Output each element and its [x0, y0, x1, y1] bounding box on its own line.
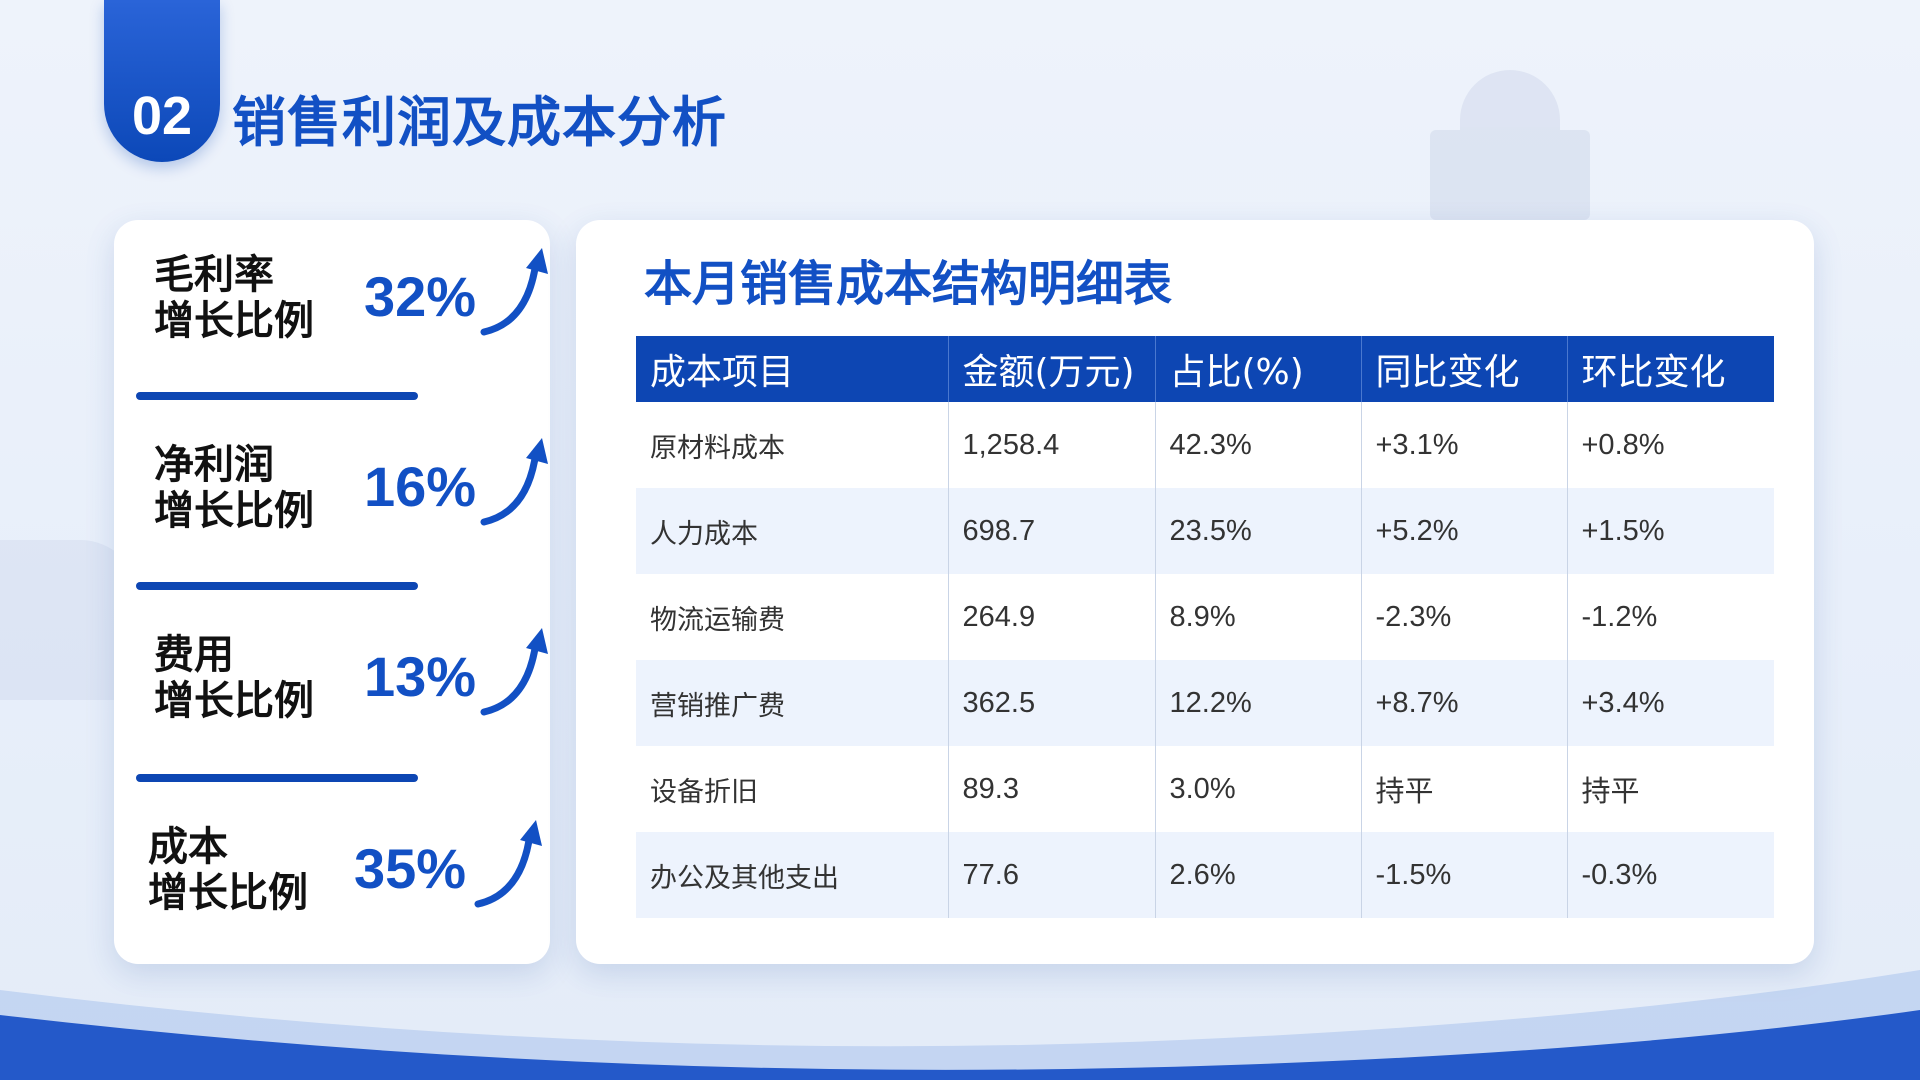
- metric-divider: [136, 774, 418, 782]
- table-cell: 698.7: [948, 488, 1156, 574]
- table-cell: +0.8%: [1581, 428, 1665, 461]
- metric-value: 16%: [364, 455, 477, 518]
- metrics-card: 毛利率 增长比例 32% 净利润 增长比例 16% 费用 增长比例 13%: [114, 220, 550, 964]
- table-cell: 77.6: [948, 832, 1156, 918]
- table-cell: 1,258.4: [948, 402, 1156, 488]
- table-cell: -2.3%: [1361, 574, 1568, 660]
- table-cell: 89.3: [948, 746, 1156, 832]
- table-cell: 8.9%: [1155, 574, 1362, 660]
- table-row: 办公及其他支出 77.6 2.6% -1.5% -0.3%: [636, 832, 1774, 918]
- table-cell: 42.3%: [1155, 402, 1362, 488]
- up-arrow-icon: [480, 248, 548, 336]
- bottom-wave-decoration: [0, 970, 1920, 1080]
- table-cell: 设备折旧: [636, 746, 949, 832]
- metric-value: 32%: [364, 265, 477, 328]
- table-cell: -1.2%: [1581, 600, 1658, 633]
- table-cell: 物流运输费: [636, 574, 949, 660]
- metric-net-profit: 净利润 增长比例 16%: [114, 410, 550, 570]
- table-row: 物流运输费 264.9 8.9% -2.3% -1.2%: [636, 574, 1774, 660]
- table-cell: +3.4%: [1567, 660, 1774, 746]
- metric-label: 成本 增长比例: [148, 824, 308, 916]
- cost-structure-card: 本月销售成本结构明细表 成本项目 金额(万元) 占比(%) 同比变化 环比变化 …: [576, 220, 1814, 964]
- section-number: 02: [131, 86, 193, 146]
- up-arrow-icon: [474, 820, 542, 908]
- column-header: 环比变化: [1567, 336, 1774, 402]
- up-arrow-icon: [480, 628, 548, 716]
- up-arrow-icon: [480, 438, 548, 526]
- column-header: 金额(万元): [948, 336, 1156, 402]
- table-cell: 办公及其他支出: [636, 832, 949, 918]
- metric-expense: 费用 增长比例 13%: [114, 600, 550, 760]
- table-cell: 原材料成本: [636, 402, 949, 488]
- table-cell: -1.5%: [1361, 832, 1568, 918]
- table-cell: +8.7%: [1361, 660, 1568, 746]
- table-cell: +3.1%: [1361, 402, 1568, 488]
- metric-label: 毛利率 增长比例: [154, 252, 314, 344]
- metric-label: 费用 增长比例: [154, 632, 314, 724]
- column-header: 成本项目: [636, 336, 949, 402]
- table-row: 设备折旧 89.3 3.0% 持平 持平: [636, 746, 1774, 832]
- table-title: 本月销售成本结构明细表: [644, 256, 1173, 312]
- table-cell: 362.5: [948, 660, 1156, 746]
- metric-value: 35%: [354, 837, 467, 900]
- table-cell: 12.2%: [1155, 660, 1362, 746]
- table-row: 人力成本 698.7 23.5% +5.2% +1.5%: [636, 488, 1774, 574]
- section-number-tab: 02: [104, 0, 220, 162]
- background-landmark: [1430, 70, 1590, 220]
- table-row: 原材料成本 1,258.4 42.3% +3.1% +0.8%: [636, 402, 1774, 488]
- page-title: 销售利润及成本分析: [232, 91, 727, 154]
- metric-cost: 成本 增长比例 35%: [114, 792, 550, 952]
- table-cell: 持平: [1361, 746, 1568, 832]
- metric-gross-margin: 毛利率 增长比例 32%: [114, 220, 550, 380]
- metric-divider: [136, 392, 418, 400]
- table-row: 营销推广费 362.5 12.2% +8.7% +3.4%: [636, 660, 1774, 746]
- table-header-row: 成本项目 金额(万元) 占比(%) 同比变化 环比变化: [636, 336, 1774, 402]
- table-cell: -0.3%: [1567, 832, 1774, 918]
- column-header: 占比(%): [1155, 336, 1362, 402]
- table-cell: 人力成本: [636, 488, 949, 574]
- column-header: 同比变化: [1361, 336, 1568, 402]
- table-cell: 营销推广费: [636, 660, 949, 746]
- table-cell: +1.5%: [1567, 488, 1774, 574]
- table-cell: +5.2%: [1361, 488, 1568, 574]
- metric-value: 13%: [364, 645, 477, 708]
- metric-divider: [136, 582, 418, 590]
- cost-structure-table: 成本项目 金额(万元) 占比(%) 同比变化 环比变化 原材料成本 1,258.…: [636, 336, 1774, 918]
- metric-label: 净利润 增长比例: [154, 442, 314, 534]
- table-cell: 23.5%: [1155, 488, 1362, 574]
- table-cell: 2.6%: [1155, 832, 1362, 918]
- table-cell: 3.0%: [1155, 746, 1362, 832]
- table-cell: 持平: [1581, 776, 1640, 808]
- table-cell: 264.9: [948, 574, 1156, 660]
